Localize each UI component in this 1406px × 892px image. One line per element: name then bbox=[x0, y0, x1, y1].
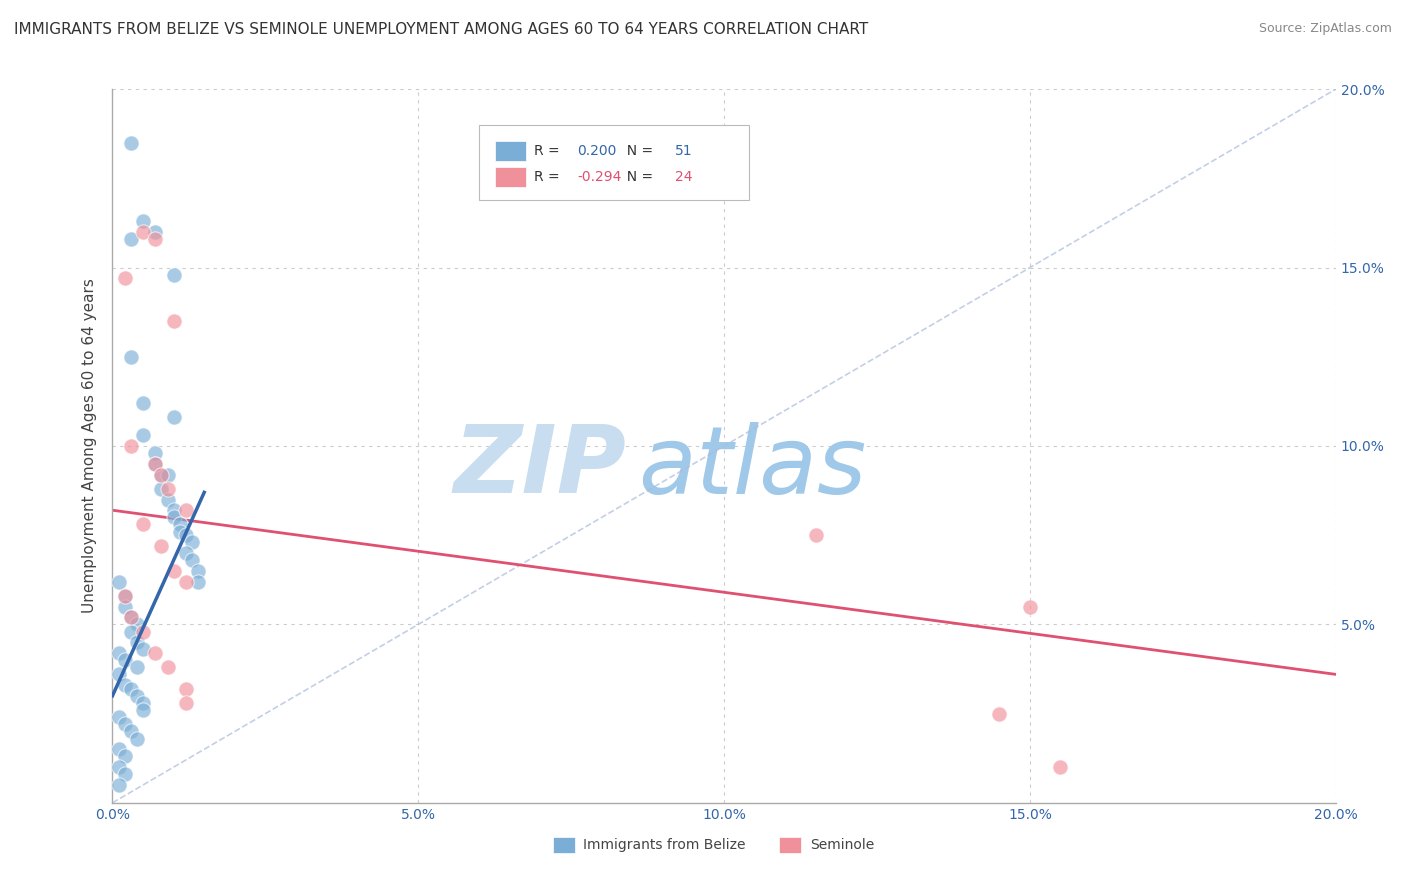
Point bbox=[181, 535, 204, 549]
Point bbox=[132, 225, 155, 239]
Point bbox=[120, 136, 142, 150]
FancyBboxPatch shape bbox=[479, 125, 748, 200]
Point bbox=[125, 731, 148, 746]
Point bbox=[156, 482, 179, 496]
Bar bbox=[553, 837, 575, 853]
Point bbox=[114, 653, 136, 667]
Point bbox=[163, 268, 186, 282]
Bar bbox=[495, 141, 526, 161]
Point bbox=[156, 467, 179, 482]
Point bbox=[187, 574, 209, 589]
Point bbox=[114, 599, 136, 614]
Point bbox=[132, 396, 155, 410]
Text: N =: N = bbox=[617, 145, 657, 158]
Point bbox=[107, 778, 129, 792]
Point bbox=[114, 589, 136, 603]
Point bbox=[120, 624, 142, 639]
Text: Immigrants from Belize: Immigrants from Belize bbox=[583, 838, 747, 852]
Point bbox=[804, 528, 827, 542]
Point bbox=[174, 528, 197, 542]
Point bbox=[174, 574, 197, 589]
Point bbox=[163, 510, 186, 524]
Point bbox=[988, 706, 1011, 721]
Point bbox=[120, 439, 142, 453]
Point bbox=[114, 717, 136, 731]
Point bbox=[163, 503, 186, 517]
Point bbox=[132, 517, 155, 532]
Point bbox=[132, 428, 155, 442]
Point bbox=[107, 667, 129, 681]
Point bbox=[114, 678, 136, 692]
Point bbox=[120, 610, 142, 624]
Text: 0.200: 0.200 bbox=[578, 145, 617, 158]
Text: 51: 51 bbox=[675, 145, 693, 158]
Point bbox=[107, 574, 129, 589]
Point bbox=[125, 689, 148, 703]
Text: R =: R = bbox=[534, 145, 564, 158]
Point bbox=[187, 564, 209, 578]
Point bbox=[107, 742, 129, 756]
Bar bbox=[779, 837, 801, 853]
Point bbox=[132, 642, 155, 657]
Point bbox=[150, 539, 173, 553]
Point bbox=[120, 350, 142, 364]
Point bbox=[120, 724, 142, 739]
Point bbox=[174, 696, 197, 710]
Point bbox=[150, 482, 173, 496]
Point bbox=[114, 271, 136, 285]
Text: Source: ZipAtlas.com: Source: ZipAtlas.com bbox=[1258, 22, 1392, 36]
Point bbox=[174, 681, 197, 696]
Point bbox=[114, 589, 136, 603]
Text: ZIP: ZIP bbox=[453, 421, 626, 514]
Text: IMMIGRANTS FROM BELIZE VS SEMINOLE UNEMPLOYMENT AMONG AGES 60 TO 64 YEARS CORREL: IMMIGRANTS FROM BELIZE VS SEMINOLE UNEMP… bbox=[14, 22, 869, 37]
Point bbox=[114, 749, 136, 764]
Point bbox=[143, 457, 166, 471]
Point bbox=[143, 646, 166, 660]
Point bbox=[132, 214, 155, 228]
Point bbox=[163, 410, 186, 425]
Point bbox=[150, 467, 173, 482]
Point bbox=[107, 760, 129, 774]
Text: Seminole: Seminole bbox=[810, 838, 875, 852]
Point bbox=[174, 503, 197, 517]
Point bbox=[143, 446, 166, 460]
Point bbox=[181, 553, 204, 567]
Point bbox=[150, 467, 173, 482]
Point bbox=[107, 646, 129, 660]
Point bbox=[156, 492, 179, 507]
Point bbox=[1018, 599, 1040, 614]
Text: atlas: atlas bbox=[638, 422, 866, 513]
Point bbox=[114, 767, 136, 781]
Point bbox=[132, 624, 155, 639]
Point bbox=[174, 546, 197, 560]
Point bbox=[132, 696, 155, 710]
Point bbox=[143, 457, 166, 471]
Point bbox=[163, 314, 186, 328]
Text: -0.294: -0.294 bbox=[578, 170, 621, 184]
Point bbox=[120, 610, 142, 624]
Point bbox=[1049, 760, 1071, 774]
Point bbox=[163, 564, 186, 578]
Point bbox=[120, 232, 142, 246]
Text: R =: R = bbox=[534, 170, 564, 184]
Y-axis label: Unemployment Among Ages 60 to 64 years: Unemployment Among Ages 60 to 64 years bbox=[82, 278, 97, 614]
Point bbox=[107, 710, 129, 724]
Text: N =: N = bbox=[617, 170, 657, 184]
Point bbox=[143, 225, 166, 239]
Bar bbox=[495, 167, 526, 187]
Point bbox=[125, 660, 148, 674]
Point bbox=[169, 524, 191, 539]
Point bbox=[143, 232, 166, 246]
Point bbox=[169, 517, 191, 532]
Point bbox=[125, 617, 148, 632]
Point bbox=[125, 635, 148, 649]
Text: 24: 24 bbox=[675, 170, 693, 184]
Point bbox=[132, 703, 155, 717]
Point bbox=[156, 660, 179, 674]
Point bbox=[120, 681, 142, 696]
